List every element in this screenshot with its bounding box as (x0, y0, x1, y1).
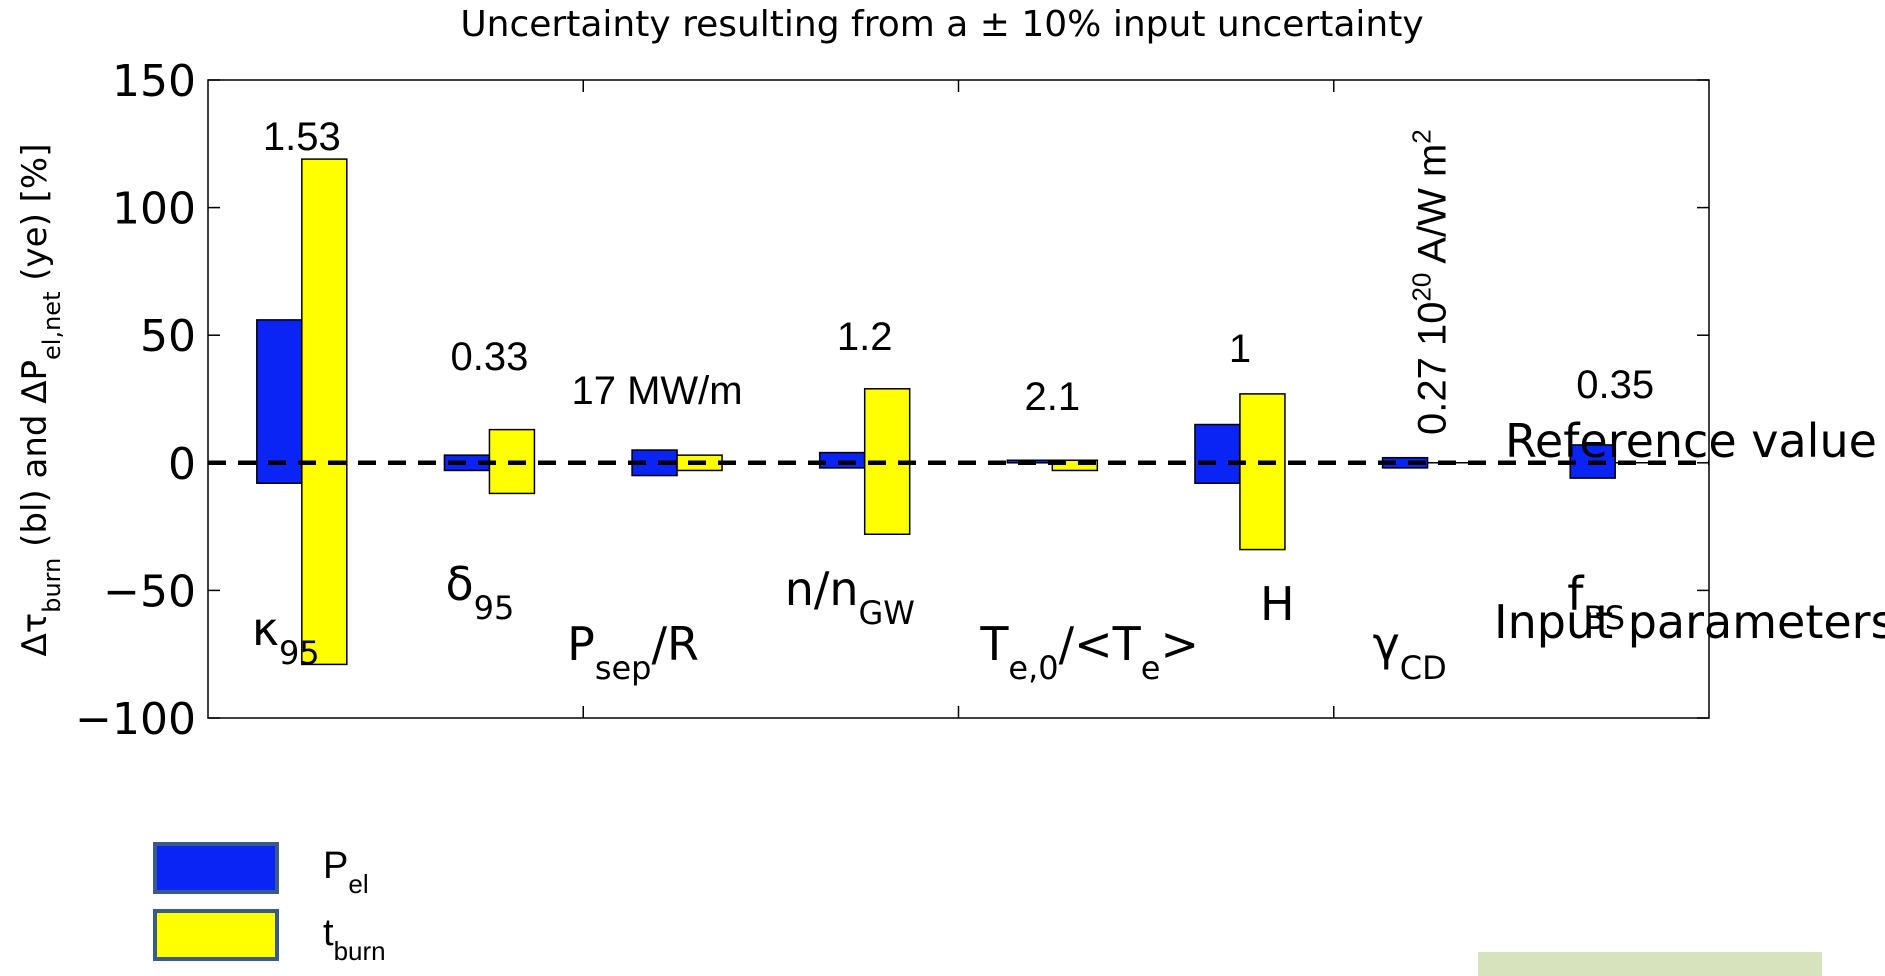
legend: Pel tburn (153, 842, 386, 966)
reference-value-annotation: 17 MW/m (572, 369, 743, 413)
parameter-label: Te,0/<Te> (979, 617, 1199, 687)
reference-value-annotation: 1.2 (837, 315, 893, 359)
bar-blue (256, 319, 303, 484)
svg-text:0.27 1020 A/W m2: 0.27 1020 A/W m2 (1407, 129, 1455, 435)
input-parameters-label: Input parameters (1494, 595, 1885, 649)
y-tick-label: 50 (140, 311, 196, 362)
y-tick-label: −50 (103, 566, 196, 617)
bars (256, 158, 1661, 666)
bar-yellow (1051, 459, 1099, 472)
reference-value-annotation: 0.27 1020 A/W m2 (1407, 129, 1455, 435)
plot-area (207, 79, 1710, 719)
y-tick-label: −100 (75, 694, 196, 745)
reference-value-label: Reference value (1505, 414, 1877, 468)
parameter-label: κ95 (252, 602, 320, 672)
parameter-label: γCD (1373, 617, 1447, 687)
bar-blue (1194, 423, 1241, 484)
chart-title: Uncertainty resulting from a ± 10% input… (460, 4, 1423, 45)
bar-yellow (1239, 393, 1286, 551)
y-axis-label-text: Δτburn (bl) and ΔPel,net (ye) [%] (15, 143, 66, 656)
legend-label: Pel (323, 845, 369, 899)
parameter-label: δ95 (445, 557, 514, 627)
bar-blue (818, 451, 866, 469)
reference-value-annotation: 2.1 (1025, 375, 1081, 419)
y-tick-label: 0 (168, 439, 196, 490)
reference-value-annotation: 0.33 (451, 335, 529, 379)
reference-value-annotation: 1 (1229, 327, 1251, 371)
bar-yellow (301, 158, 348, 666)
annotations: κ95 1.53 δ95 0.33 Psep/R 17 MW/m n/nGW 1.2 Te,0/… (252, 115, 1654, 687)
legend-swatch (153, 842, 279, 894)
footer-box (1478, 952, 1822, 976)
y-axis: 150 100 50 0 −50 −100 (75, 56, 1709, 745)
parameter-label: fBS (1567, 567, 1625, 637)
legend-label: tburn (323, 912, 386, 966)
reference-value-annotation: 1.53 (263, 115, 341, 159)
parameter-label: Psep/R (567, 617, 699, 687)
reference-value-annotation: 0.35 (1576, 363, 1654, 407)
y-tick-label: 100 (112, 184, 196, 235)
parameter-label: H (1260, 577, 1295, 631)
parameter-label: n/nGW (785, 562, 915, 632)
legend-swatch (153, 909, 279, 961)
y-tick-label: 150 (112, 56, 196, 107)
y-axis-label: Δτburn (bl) and ΔPel,net (ye) [%] (15, 143, 66, 656)
